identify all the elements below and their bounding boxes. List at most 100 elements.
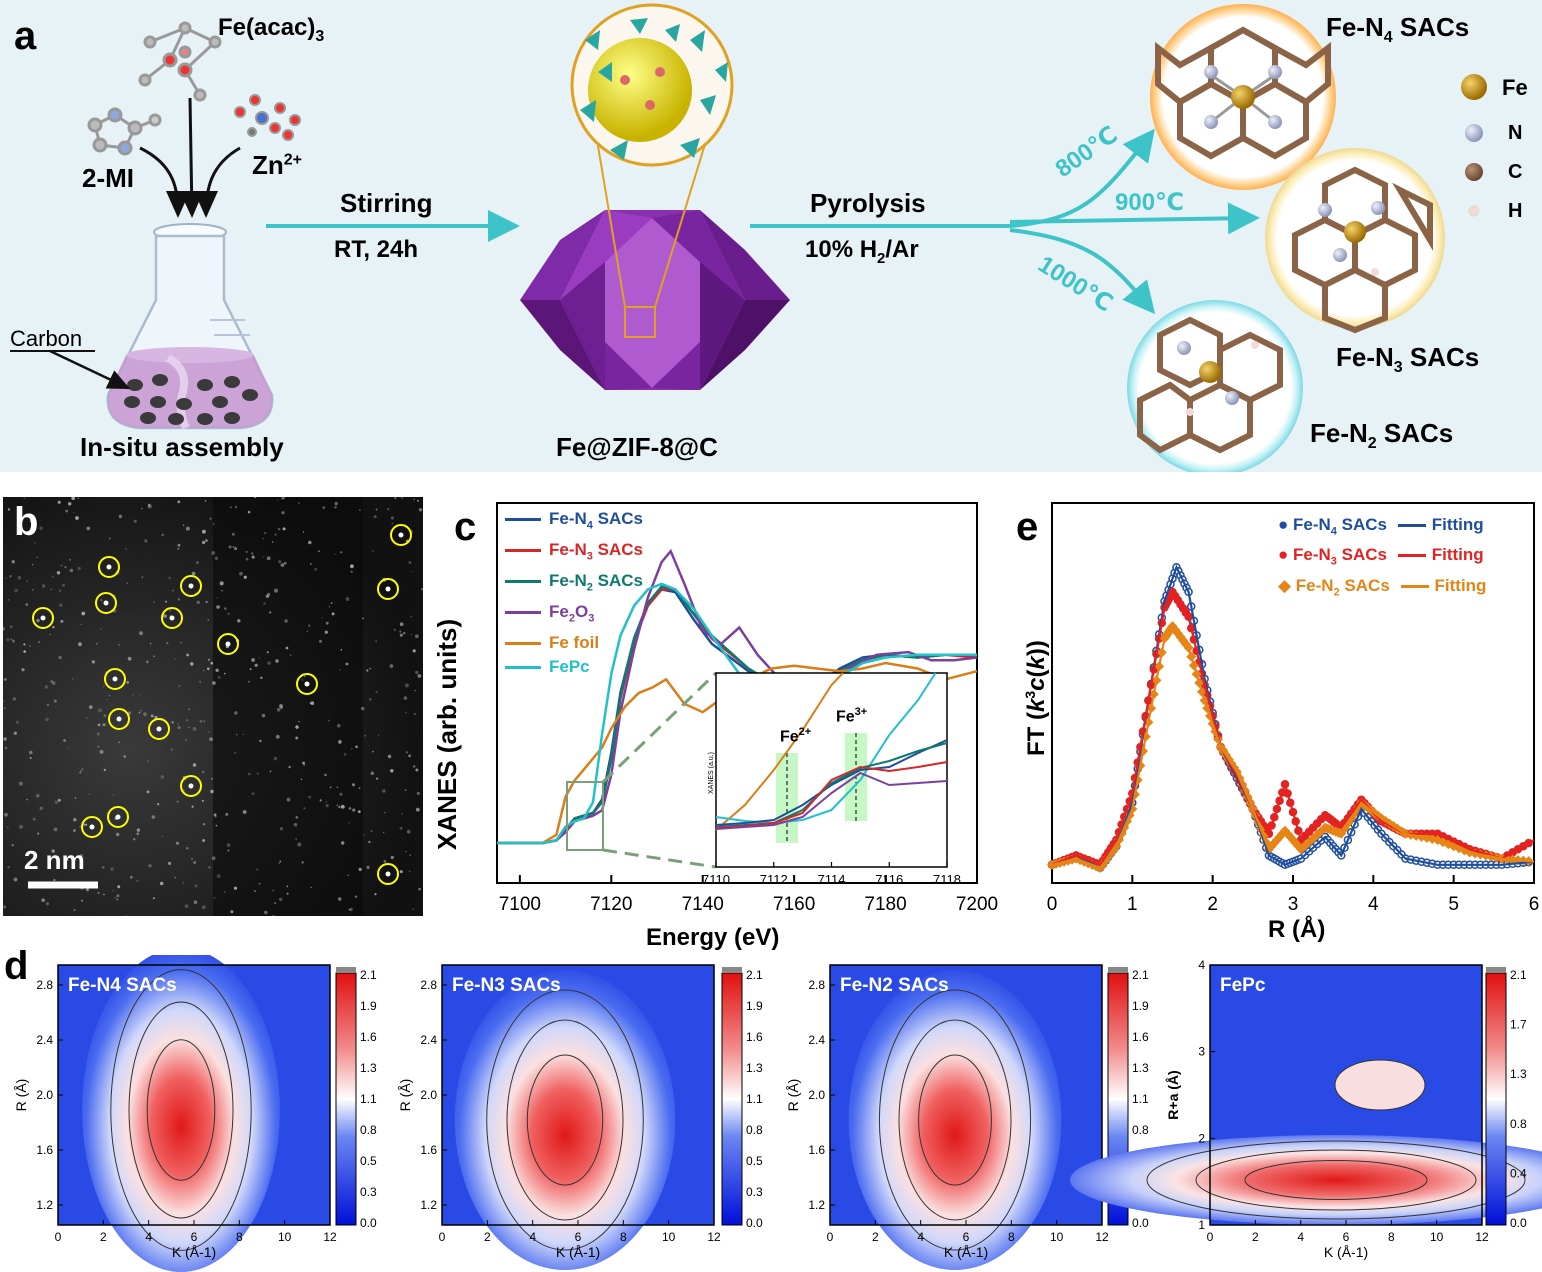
- k-tick-label: 6: [575, 1230, 582, 1244]
- stem-bright-spot: [37, 832, 40, 835]
- stem-bright-spot: [12, 639, 15, 643]
- stem-bright-spot: [150, 714, 154, 718]
- r-tick-label: 4: [1198, 958, 1205, 972]
- wavelet-intensity: [454, 970, 676, 1270]
- stem-bright-spot: [408, 870, 411, 873]
- stem-bright-spot: [78, 642, 82, 647]
- stem-bright-spot: [29, 520, 32, 523]
- stem-bright-spot: [23, 643, 26, 646]
- xanes-inset: 7110 7112 7114 7116 7118: [702, 672, 961, 887]
- stem-bright-spot: [177, 598, 181, 601]
- stem-bright-spot: [80, 854, 83, 857]
- stem-bright-spot: [45, 717, 49, 722]
- stem-bright-spot: [245, 557, 249, 561]
- stem-bright-spot: [251, 658, 256, 662]
- stem-bright-spot: [51, 575, 54, 578]
- stem-bright-spot: [18, 512, 23, 517]
- stem-bright-spot: [97, 745, 100, 748]
- stem-bright-spot: [141, 576, 144, 578]
- stem-bright-spot: [116, 894, 120, 898]
- stem-bright-spot: [336, 786, 338, 788]
- stem-bright-spot: [254, 890, 256, 892]
- single-atom-circle: [95, 592, 117, 614]
- r-tick-label: 1.6: [36, 1143, 53, 1157]
- k-tick-label: 8: [1388, 1230, 1395, 1244]
- stem-bright-spot: [348, 807, 352, 810]
- single-atom-dot: [112, 676, 118, 682]
- wavelet-contour: [1244, 1160, 1428, 1200]
- stem-bright-spot: [269, 770, 272, 773]
- stem-bright-spot: [314, 567, 318, 571]
- colorbar-tick: 1.1: [1132, 1092, 1149, 1106]
- single-atom-dot: [103, 600, 109, 606]
- stem-bright-spot: [349, 907, 353, 912]
- stem-bright-spot: [146, 790, 150, 794]
- stem-bright-spot: [216, 597, 218, 599]
- stem-bright-spot: [44, 685, 49, 689]
- xanes-chart: 7100 7120 7140 7160 7180 7200 7110 7112 7114 711…: [496, 502, 998, 915]
- stem-bright-spot: [295, 838, 297, 840]
- colorbar-tick: 1.1: [746, 1092, 763, 1106]
- stem-bright-spot: [101, 866, 105, 869]
- stem-bright-spot: [275, 659, 279, 663]
- stem-bright-spot: [161, 533, 164, 537]
- stem-bright-spot: [350, 564, 354, 569]
- k-tick-label: 10: [1050, 1230, 1064, 1244]
- k-tick-label: 0: [55, 1230, 62, 1244]
- stem-bright-spot: [210, 777, 213, 780]
- stem-bright-spot: [144, 539, 148, 543]
- stem-bright-spot: [418, 887, 421, 891]
- stem-bright-spot: [224, 672, 226, 675]
- stem-bright-spot: [266, 651, 269, 654]
- stem-bright-spot: [348, 908, 351, 911]
- stem-bright-spot: [68, 502, 72, 506]
- stem-bright-spot: [185, 739, 187, 741]
- stem-bright-spot: [251, 552, 254, 555]
- stem-bright-spot: [168, 576, 171, 580]
- stem-bright-spot: [372, 750, 374, 753]
- stem-bright-spot: [97, 891, 100, 894]
- stem-bright-spot: [174, 658, 176, 660]
- stem-bright-spot: [13, 877, 18, 882]
- stem-bright-spot: [308, 624, 311, 627]
- stem-bright-spot: [99, 749, 104, 754]
- colorbar-cap: [336, 967, 356, 973]
- r-tick-label: 1.6: [808, 1143, 825, 1157]
- k-tick-label: 2: [100, 1230, 107, 1244]
- r-tick-label: 2.4: [808, 1033, 825, 1047]
- synthesis-scheme: [10, 3, 1487, 472]
- stem-bright-spot: [408, 561, 412, 564]
- wavelet-maps: Fe-N4 SACs 2.1 1.9 1.6 1.3 1.1 0.8 0.5 0.3 0.0 2.8…: [13, 955, 1542, 1272]
- stem-bright-spot: [234, 506, 237, 509]
- stem-bright-spot: [49, 633, 51, 636]
- h2-ar-label: 10% H2/Ar: [805, 236, 919, 267]
- stem-bright-spot: [25, 603, 29, 606]
- stem-bright-spot: [390, 855, 394, 860]
- fe3-label: Fe3+: [836, 706, 868, 726]
- stem-bright-spot: [416, 791, 420, 795]
- k-tick-label: 2: [872, 1230, 879, 1244]
- carbon-label: Carbon: [10, 326, 83, 351]
- stem-bright-spot: [213, 813, 217, 817]
- stem-bright-spot: [186, 653, 190, 657]
- stem-bright-spot: [328, 606, 331, 608]
- stem-bright-spot: [297, 842, 302, 847]
- stem-bright-spot: [228, 545, 232, 549]
- stem-bright-spot: [375, 640, 377, 643]
- colorbar-tick: 1.1: [360, 1092, 377, 1106]
- stem-bright-spot: [126, 914, 128, 916]
- colorbar-tick: 0.8: [746, 1123, 763, 1137]
- stem-bright-spot: [275, 734, 280, 739]
- k-tick-label: 10: [278, 1230, 292, 1244]
- stem-bright-spot: [404, 789, 407, 792]
- stem-bright-spot: [202, 529, 206, 534]
- colorbar-tick: 1.6: [360, 1030, 377, 1044]
- colorbar-tick: 2.1: [1132, 968, 1149, 982]
- stem-bright-spot: [177, 547, 180, 550]
- fe-zif8-c-label: Fe@ZIF-8@C: [556, 432, 718, 462]
- ft-ylabel: FT (k3c(k)): [1022, 640, 1050, 756]
- stem-bright-spot: [266, 592, 271, 597]
- stem-bright-spot: [251, 792, 255, 796]
- stem-bright-spot: [29, 645, 31, 647]
- xanes-legend: Fe-N4 SACs Fe-N3 SACs Fe-N2 SACs Fe2O3 F…: [505, 507, 643, 680]
